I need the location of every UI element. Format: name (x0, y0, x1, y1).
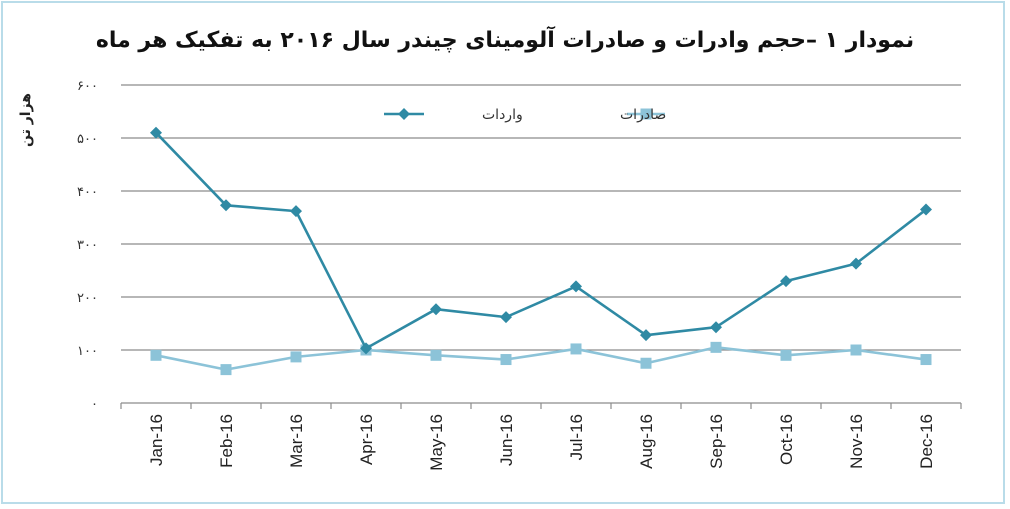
data-point-square (150, 349, 162, 361)
gridlines (121, 84, 961, 351)
data-point-square (220, 364, 232, 376)
data-point-square (290, 351, 302, 363)
series-layer (150, 126, 932, 376)
data-point-square (500, 354, 512, 366)
data-point-square (640, 357, 652, 369)
x-tick-label: Aug-16 (637, 414, 656, 469)
x-tick-label: Jul-16 (567, 414, 586, 460)
y-tick-label: ۵۰۰ (77, 132, 98, 147)
data-point-diamond (430, 303, 442, 316)
x-tick-labels: Jan-16 Feb-16 Mar-16 Apr-16 May-16 Jun-16 Jul-… (147, 414, 936, 471)
data-point-diamond (360, 342, 372, 355)
legend-label: واردات (482, 107, 523, 123)
axes (120, 402, 962, 409)
x-tick-label: Oct-16 (777, 414, 796, 465)
y-tick-label: ۳۰۰ (77, 238, 98, 253)
x-tick-label: Jan-16 (147, 414, 166, 466)
data-point-diamond (850, 257, 862, 270)
data-point-square (710, 341, 722, 353)
data-point-diamond (920, 203, 932, 216)
legend-item-exports: صادرات (620, 107, 666, 123)
x-tick-label: Dec-16 (917, 414, 936, 469)
x-tick-label: Jun-16 (497, 414, 516, 466)
x-tick-label: May-16 (427, 414, 446, 471)
y-tick-label: ۱۰۰ (77, 344, 98, 359)
series-imports (150, 126, 932, 355)
x-tick-label: Mar-16 (287, 414, 306, 468)
data-point-diamond (150, 126, 162, 139)
y-tick-label: ۰ (91, 397, 98, 412)
data-point-diamond (640, 329, 652, 342)
y-tick-label: ۶۰۰ (77, 79, 98, 94)
chart-title: نمودار ۱ –حجم وادرات و صادرات آلومینای چ… (95, 28, 915, 53)
series-line (155, 346, 927, 371)
data-point-diamond (780, 275, 792, 288)
series-line (155, 131, 927, 350)
y-axis-label: هزار تن (18, 93, 34, 147)
data-point-diamond (398, 108, 410, 120)
x-tick-label: Sep-16 (707, 414, 726, 469)
data-point-square (780, 349, 792, 361)
series-exports (150, 341, 932, 376)
legend-item-imports: واردات (384, 107, 523, 123)
y-tick-labels: ۰ ۱۰۰ ۲۰۰ ۳۰۰ ۴۰۰ ۵۰۰ ۶۰۰ (77, 79, 98, 412)
data-point-square (920, 354, 932, 366)
data-point-diamond (220, 199, 232, 212)
data-point-diamond (570, 280, 582, 293)
data-point-diamond (500, 311, 512, 324)
legend: واردات صادرات (384, 107, 666, 123)
data-point-square (570, 343, 582, 355)
x-tick-label: Apr-16 (357, 414, 376, 465)
legend-label: صادرات (620, 107, 666, 123)
data-point-square (430, 349, 442, 361)
y-tick-label: ۲۰۰ (77, 291, 98, 306)
data-point-square (640, 108, 652, 120)
x-tick-label: Feb-16 (217, 414, 236, 468)
data-point-diamond (290, 205, 302, 218)
x-tick-label: Nov-16 (847, 414, 866, 469)
data-point-diamond (710, 321, 722, 334)
data-point-square (850, 344, 862, 356)
y-tick-label: ۴۰۰ (77, 185, 98, 200)
